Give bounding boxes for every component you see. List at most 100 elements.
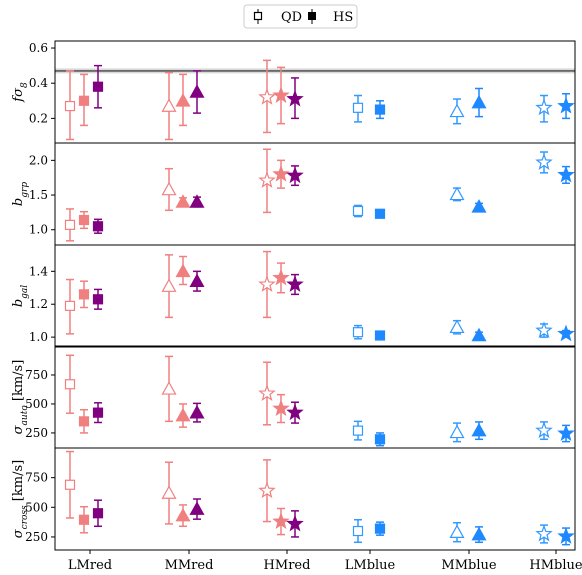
data-marker-star [557,527,575,544]
y-tick-label: 0.6 [29,41,48,55]
data-marker-square [374,330,386,341]
data-point [64,278,76,335]
data-marker-star [286,403,304,421]
data-marker-square [78,514,90,525]
data-point [161,167,177,212]
data-point [78,505,90,534]
panel-2: 1.0 1.5 2.0 bgrp [11,142,576,246]
data-marker-star [557,324,575,342]
data-point [175,73,191,127]
data-marker-star [286,89,304,107]
data-marker-star [272,512,290,529]
y-tick-label: 2.0 [29,153,48,167]
y-tick-label: 1.5 [29,188,48,202]
data-marker-star [272,399,290,417]
data-point [374,521,386,536]
data-point [535,321,553,339]
panel-frame [54,447,576,551]
data-point [352,204,364,218]
data-marker-triangle [161,278,177,292]
data-point [272,262,290,294]
x-tick-label: LMred [68,558,112,573]
legend-frame [243,4,358,29]
panel-3: 1.0 1.2 1.4 bgal [11,244,576,348]
data-marker-star [258,481,276,499]
data-marker-star [557,165,575,183]
data-marker-square [64,379,76,390]
data-point [557,527,575,546]
y-axis-label: bgrp [11,182,30,206]
data-marker-triangle [189,404,205,419]
y-tick-label: 500 [25,500,48,514]
data-marker-triangle [471,94,487,109]
data-marker-star [258,171,276,188]
data-point [175,255,191,286]
data-point [92,64,104,109]
data-marker-triangle [175,263,191,278]
y-tick-label: 0.4 [29,76,48,90]
y-tick-label: 250 [25,530,48,544]
data-point [78,210,90,230]
data-point [471,199,487,213]
y-tick-label: 1.2 [29,297,48,311]
data-point [64,70,76,141]
data-marker-star [258,275,276,292]
data-point [92,402,104,424]
data-point [258,59,276,134]
data-point [557,424,575,443]
data-point [258,361,276,426]
data-marker-square [78,214,90,226]
data-point [286,510,304,538]
data-point [92,288,104,310]
data-marker-triangle [175,93,191,107]
data-marker-star [286,514,304,532]
data-marker-triangle [471,526,487,541]
data-point [189,70,205,114]
data-point [78,409,90,434]
data-marker-star [272,165,290,182]
data-marker-star [535,421,553,439]
data-point [374,330,386,341]
data-point [258,148,276,214]
data-point [557,93,575,120]
data-point [258,459,276,523]
data-point [352,420,364,441]
x-tick-label: HMred [264,558,311,573]
data-marker-star [286,275,304,292]
data-point [535,421,553,441]
data-marker-star [258,88,276,105]
data-point [161,254,177,319]
panel-frame [54,345,576,449]
data-point [471,421,487,441]
data-marker-star [272,86,290,103]
data-point [449,98,465,125]
data-marker-square [64,300,76,311]
data-point [374,432,386,447]
data-point [78,280,90,309]
data-point [471,327,487,342]
legend-qd-label: QD [281,10,302,25]
y-axis-label: fσ8 [11,82,30,103]
data-marker-triangle [449,424,465,439]
legend-filled-marker [308,9,316,24]
data-point [352,519,364,544]
data-marker-star [557,424,575,441]
data-marker-triangle [449,319,465,334]
data-point [352,94,364,123]
y-axis-label: bgal [11,285,30,307]
data-marker-star [535,153,553,170]
data-point [286,165,304,187]
data-marker-triangle [449,186,465,201]
data-point [557,165,575,184]
data-marker-square [92,407,104,418]
panel-frame [54,142,576,246]
legend-open-marker [253,9,263,24]
data-marker-triangle [161,98,177,112]
data-marker-square [352,102,364,113]
y-tick-label: 1.0 [29,330,48,344]
data-marker-triangle [189,84,205,98]
data-point [161,461,177,525]
